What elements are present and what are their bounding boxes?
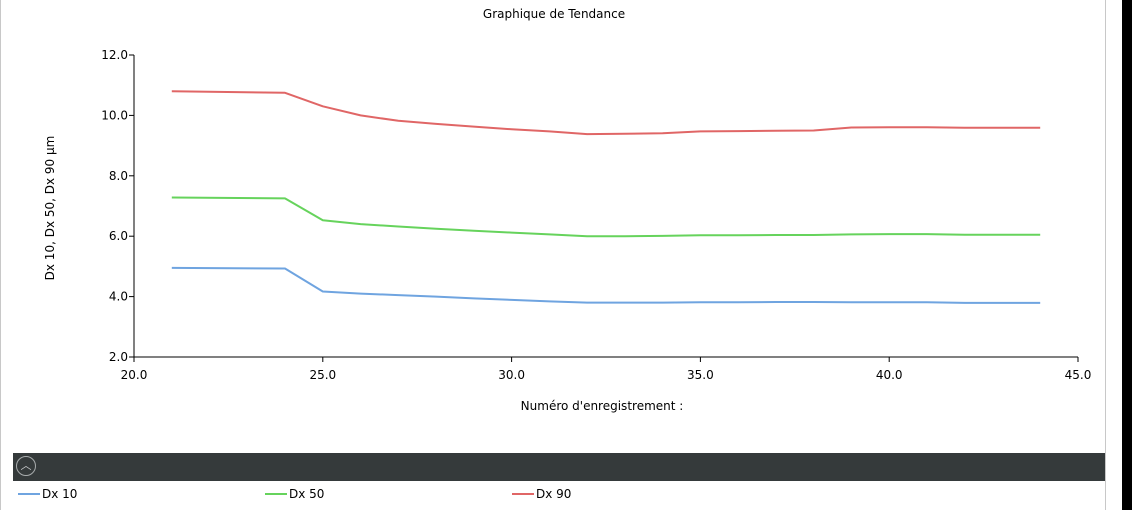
x-tick-label: 20.0 [121,368,148,382]
chart-panel: Graphique de Tendance 2.0 4.0 6.0 8.0 10.0 12… [0,0,1106,510]
y-tick-label: 4.0 [109,290,128,304]
legend-label: Dx 50 [289,487,325,501]
legend-label: Dx 90 [536,487,572,501]
chart-title: Graphique de Tendance [482,7,626,21]
y-tick-label: 12.0 [101,48,128,62]
x-tick-label: 25.0 [309,368,336,382]
chevron-up-icon[interactable]: ︿ [16,456,36,476]
scrollbar[interactable] [1122,0,1132,510]
y-axis-label: Dx 10, Dx 50, Dx 90 µm [43,136,57,281]
legend-item[interactable]: Dx 10 [18,486,77,502]
series-line-dx-90 [171,90,1041,136]
y-tick-label: 8.0 [109,169,128,183]
legend-label: Dx 10 [42,487,78,501]
y-tick-label: 2.0 [109,350,128,364]
y-tick-label: 6.0 [109,229,128,243]
x-tick-label: 30.0 [498,368,525,382]
series-line-dx-10 [171,266,1041,304]
legend-swatch [512,493,534,495]
legend-item[interactable]: Dx 50 [265,486,324,502]
legend-toolbar: ︿ [13,453,1105,481]
series-line-dx-50 [171,196,1041,238]
legend-swatch [265,493,287,495]
legend-item[interactable]: Dx 90 [512,486,571,502]
chart-plot: 2.0 4.0 6.0 8.0 10.0 12.0 20.0 25.0 30.0 35.0 40.0… [43,48,1092,413]
x-axis-label: Numéro d'enregistrement : [521,399,684,413]
x-tick-label: 45.0 [1065,368,1092,382]
legend-swatch [18,493,40,495]
y-tick-label: 10.0 [101,108,128,122]
legend: Dx 10 Dx 50 Dx 90 [1,484,1107,504]
x-tick-label: 35.0 [687,368,714,382]
x-tick-label: 40.0 [876,368,903,382]
